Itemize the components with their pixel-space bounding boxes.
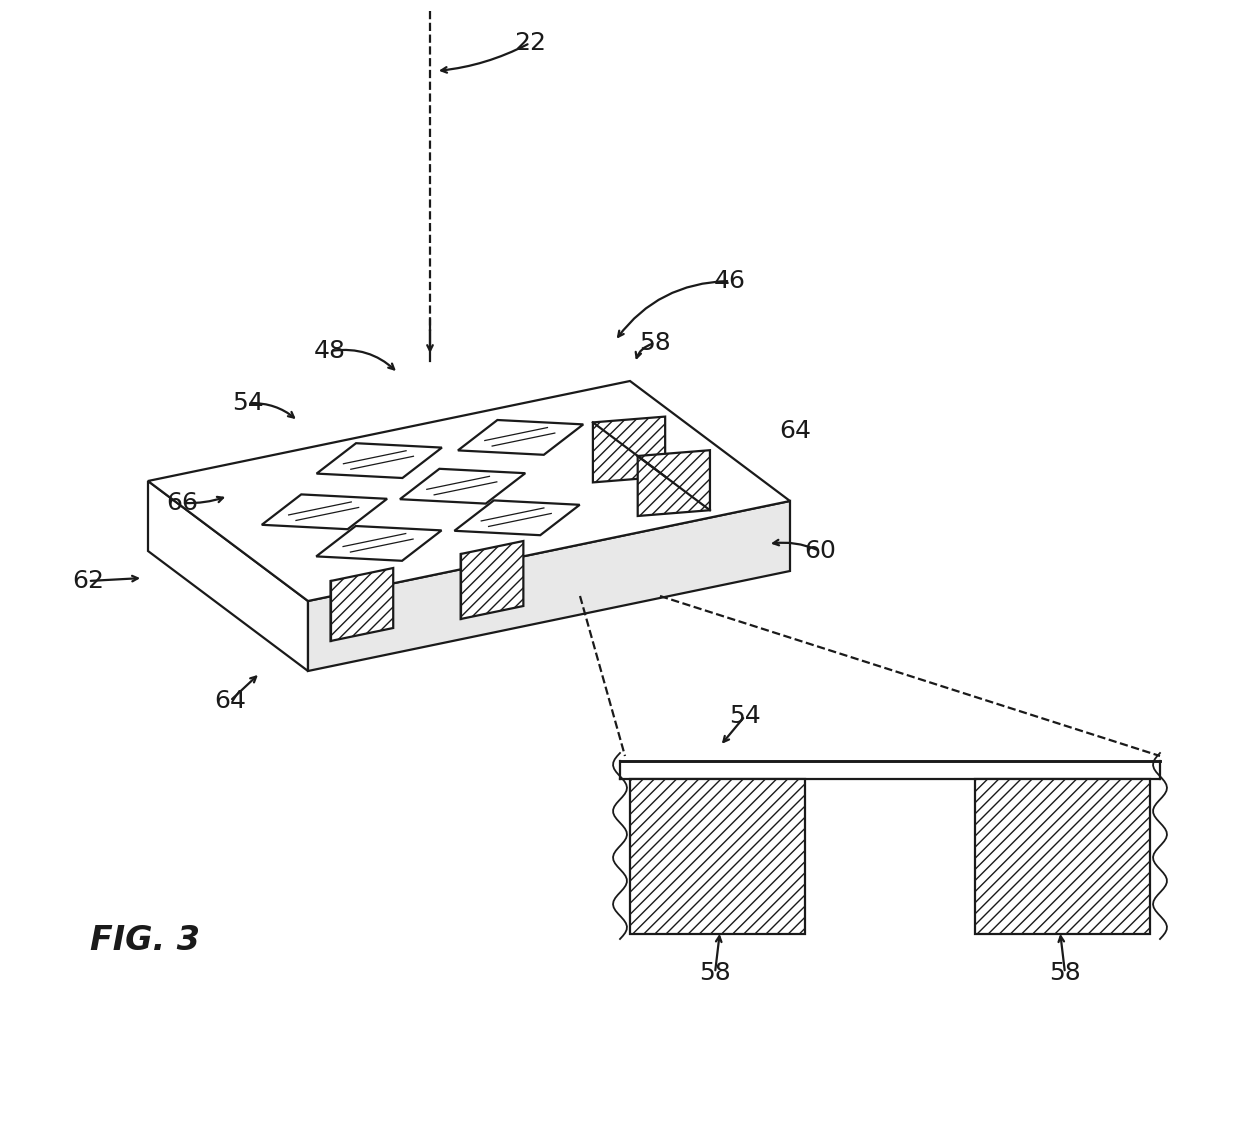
Text: 66: 66 [166, 491, 198, 515]
Text: 58: 58 [1049, 961, 1081, 985]
Polygon shape [454, 501, 580, 535]
Polygon shape [331, 568, 393, 641]
Polygon shape [458, 420, 583, 455]
Bar [975, 779, 1149, 934]
Text: 62: 62 [72, 569, 104, 593]
Text: 60: 60 [804, 539, 836, 563]
Polygon shape [148, 482, 308, 671]
Polygon shape [308, 501, 790, 671]
Text: 46: 46 [714, 269, 746, 293]
Text: 48: 48 [314, 339, 346, 363]
Polygon shape [316, 443, 441, 478]
Text: FIG. 3: FIG. 3 [91, 924, 200, 957]
Polygon shape [262, 494, 387, 529]
Text: 64: 64 [779, 419, 811, 443]
Text: 54: 54 [232, 391, 264, 415]
Text: 54: 54 [729, 704, 761, 728]
Polygon shape [637, 451, 711, 516]
Polygon shape [461, 541, 523, 620]
Text: 22: 22 [515, 31, 546, 55]
Text: 58: 58 [699, 961, 730, 985]
Polygon shape [316, 526, 441, 560]
Polygon shape [148, 381, 790, 601]
Text: 64: 64 [215, 689, 246, 713]
Bar [630, 779, 805, 934]
Polygon shape [401, 469, 526, 503]
Polygon shape [593, 416, 665, 483]
Text: 58: 58 [639, 331, 671, 355]
